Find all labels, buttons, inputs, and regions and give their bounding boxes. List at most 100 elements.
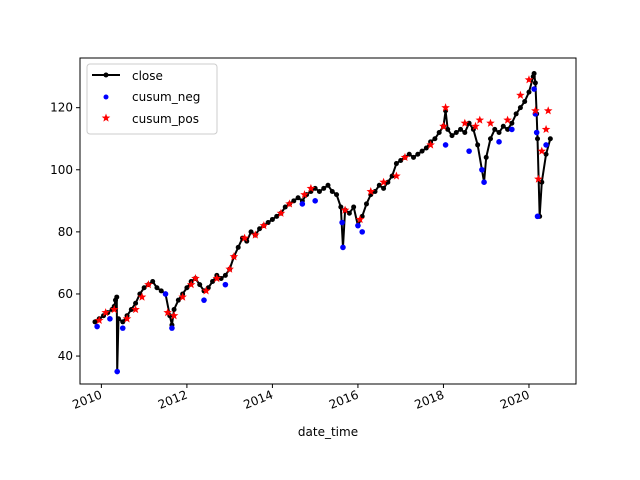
cusum-neg-point (442, 142, 449, 148)
close-point (419, 148, 425, 154)
axes-frame (79, 57, 577, 385)
close-point (475, 142, 481, 148)
y-tick-label: 100 (50, 163, 73, 177)
cusum-pos-point (541, 124, 551, 134)
close-point (210, 279, 216, 285)
cusum-pos-point (212, 273, 222, 283)
close-point (423, 145, 429, 151)
cusum-pos-point (285, 199, 294, 208)
close-point (547, 136, 553, 142)
close-point (492, 126, 498, 132)
cusum-pos-point (186, 280, 196, 289)
close-point (526, 89, 532, 95)
cusum-pos-point (392, 171, 401, 180)
cusum-pos-point (109, 304, 119, 314)
cusum-pos-point (426, 140, 435, 149)
cusum-pos-point (537, 146, 547, 155)
close-point (415, 151, 421, 157)
legend-box (86, 63, 218, 135)
cusum-neg-point (496, 139, 502, 145)
cusum-pos-point (276, 208, 286, 217)
close-point (363, 201, 369, 207)
cusum-pos-point (379, 177, 388, 186)
cusum-pos-point (101, 308, 110, 317)
close-point (316, 189, 322, 195)
legend-cusum-neg-marker-icon (103, 94, 109, 100)
y-tick-label: 80 (58, 225, 73, 239)
close-point (150, 279, 156, 285)
cusum-neg-point (162, 291, 169, 297)
close-point (487, 136, 493, 142)
cusum-pos-point (531, 106, 540, 115)
legend: close cusum_neg cusum_pos (86, 63, 218, 135)
close-point (496, 130, 502, 136)
close-point (406, 151, 412, 157)
close-point (509, 120, 515, 126)
cusum-neg-point (299, 201, 306, 207)
cusum-neg-point (312, 198, 318, 204)
cusum-pos-point (225, 264, 234, 273)
cusum-neg-point (340, 244, 346, 251)
cusum-pos-point (259, 221, 269, 230)
close-point (282, 204, 288, 210)
plot-area (92, 71, 553, 375)
cusum-pos-point (503, 115, 512, 124)
close-point (531, 71, 537, 77)
cusum-neg-point (339, 219, 345, 226)
legend-cusum-pos-star-icon (101, 113, 111, 122)
close-point (274, 213, 280, 219)
close-point (398, 157, 404, 163)
cusum-neg-point (509, 126, 515, 133)
close-point (458, 126, 464, 132)
cusum-pos-point (400, 152, 410, 161)
close-point (338, 204, 344, 210)
cusum-neg-point (222, 281, 229, 288)
cusum-pos-point (543, 106, 553, 115)
close-point (92, 319, 98, 325)
cusum-pos-point (131, 304, 140, 314)
cusum-neg-point (481, 179, 487, 185)
cusum-neg-point (466, 148, 472, 154)
close-point (154, 285, 160, 291)
cusum-pos-point (178, 292, 187, 301)
legend-close-marker-icon (103, 72, 109, 78)
cusum-pos-point (144, 280, 153, 289)
cusum-pos-point (229, 252, 239, 261)
close-point (171, 306, 177, 312)
close-point (197, 282, 203, 288)
close-point (411, 154, 417, 160)
cusum-pos-point (460, 118, 470, 127)
cusum-neg-point (114, 368, 120, 375)
legend-label-close: close (132, 69, 163, 83)
cusum-pos-point (355, 214, 365, 224)
cusum-neg-point (531, 86, 537, 92)
cusum-pos-point (251, 230, 260, 239)
close-point (346, 210, 352, 216)
cusum-pos-point (94, 315, 104, 324)
close-point (115, 316, 121, 322)
cusum-pos-point (534, 174, 543, 183)
close-point (351, 204, 357, 210)
x-axis-label: date_time (298, 425, 358, 439)
close-point (325, 182, 331, 188)
close-point (436, 130, 442, 136)
close-point (522, 98, 528, 104)
cusum-pos-point (340, 205, 350, 214)
close-point (381, 185, 387, 191)
close-point (141, 285, 147, 291)
cusum-neg-point (94, 323, 100, 330)
cusum-neg-point (107, 316, 113, 322)
cusum-pos-point (441, 103, 450, 112)
close-point (222, 272, 228, 278)
cusum-pos-point (516, 90, 525, 99)
close-point (376, 182, 382, 188)
cusum-neg-point (479, 166, 485, 173)
cusum-pos-point (300, 190, 309, 199)
legend-label-cusum-pos: cusum_pos (132, 112, 199, 126)
cusum-neg-point (534, 213, 541, 220)
close-point (269, 216, 275, 222)
close-point (453, 130, 459, 136)
close-point (539, 179, 545, 185)
close-point (321, 185, 327, 191)
close-point (329, 189, 335, 195)
